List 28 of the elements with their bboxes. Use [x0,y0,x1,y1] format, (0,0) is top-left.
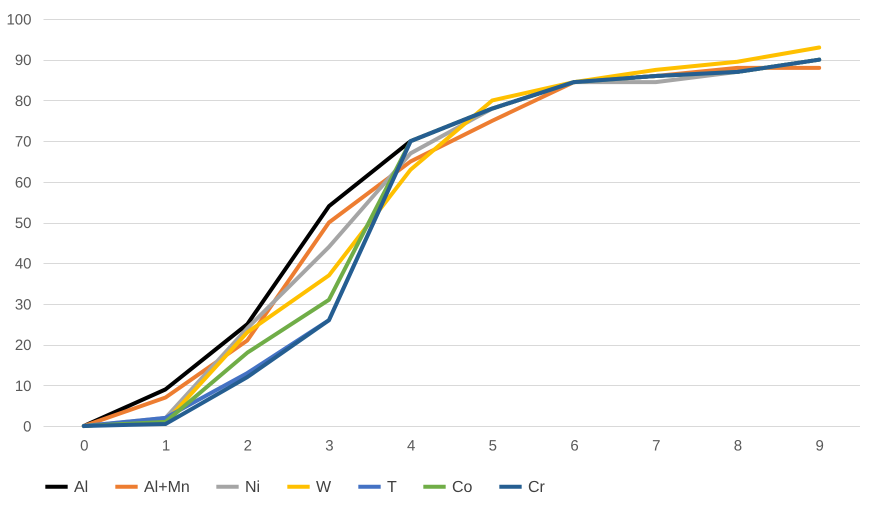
legend-label: T [387,478,397,496]
y-tick-label: 0 [23,418,32,436]
x-tick-label: 6 [570,438,579,454]
y-tick-label: 100 [6,12,32,28]
legend-label: Co [452,478,473,496]
x-tick-label: 7 [652,438,660,454]
x-tick-label: 9 [815,438,824,454]
x-tick-label: 3 [325,438,334,454]
legend-label: Ni [245,478,260,496]
y-tick-label: 80 [14,92,32,110]
y-tick-label: 70 [14,134,32,151]
y-tick-label: 90 [14,52,32,70]
y-tick-label: 60 [14,174,32,192]
legend-label: Cr [528,478,546,496]
y-tick-label: 40 [14,256,32,273]
y-tick-label: 10 [14,378,32,395]
x-tick-label: 4 [406,438,416,454]
y-tick-label: 20 [14,337,32,354]
x-tick-label: 0 [80,438,89,454]
x-tick-label: 1 [162,438,170,454]
x-tick-label: 8 [734,438,742,454]
legend-label: Al+Mn [144,478,190,496]
legend-label: Al [74,478,88,496]
y-tick-label: 30 [14,296,32,314]
legend-label: W [316,478,332,496]
x-tick-label: 5 [488,438,498,454]
x-tick-label: 2 [244,438,252,454]
y-tick-label: 50 [14,215,32,232]
